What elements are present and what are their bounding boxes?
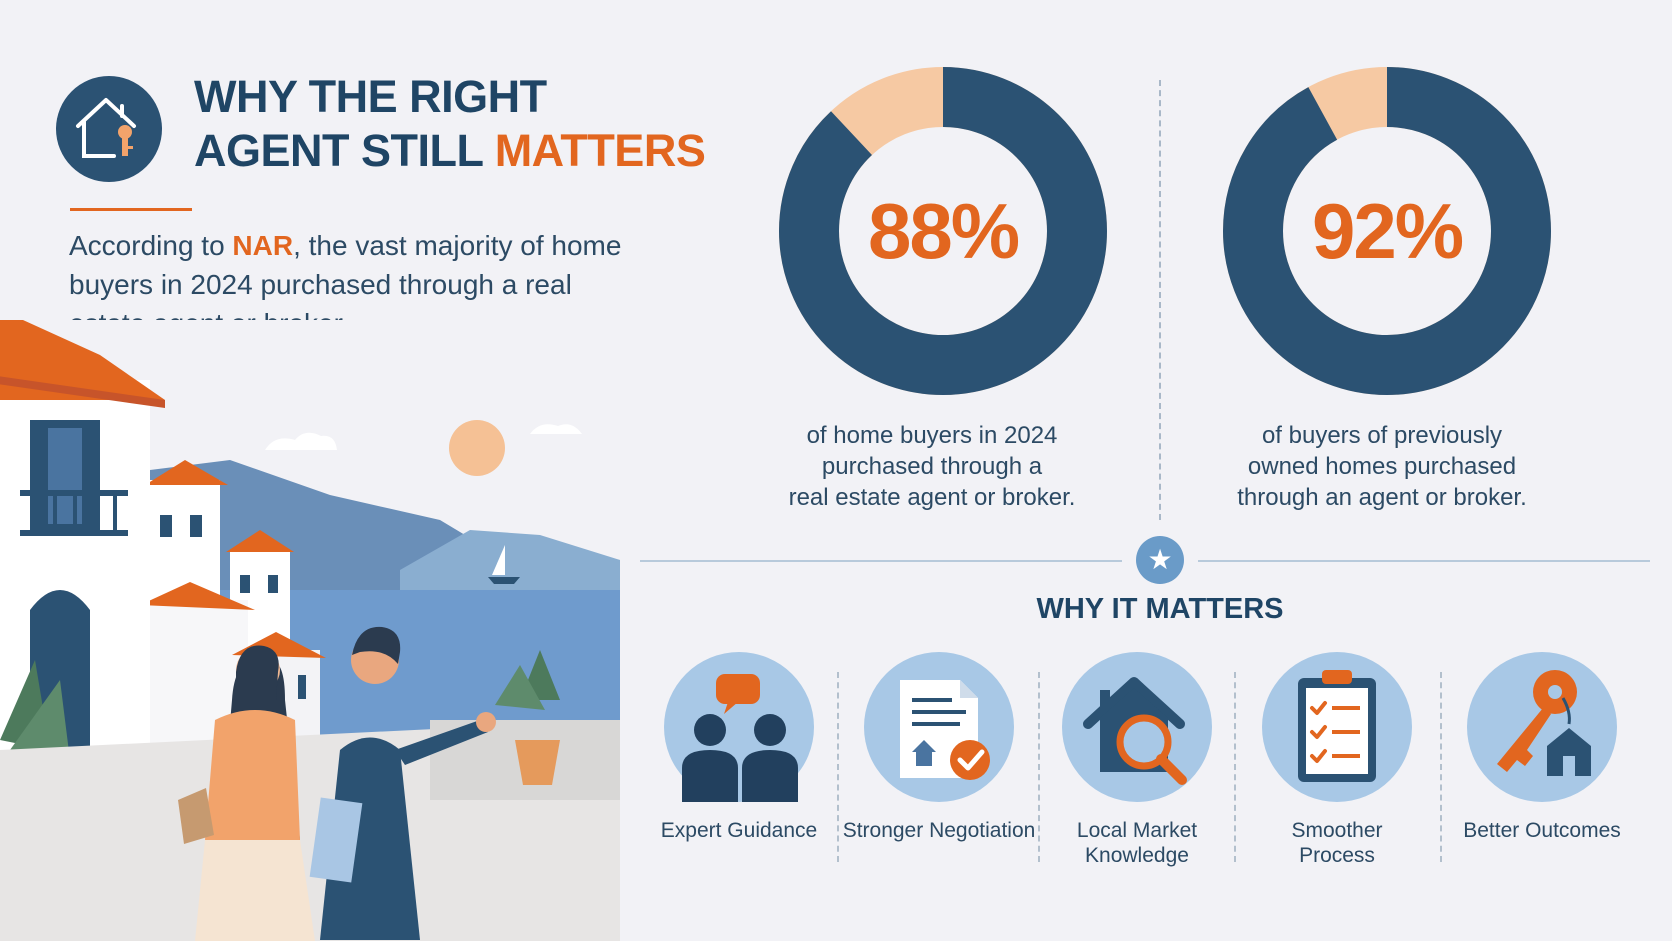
feature-label-4: Smoother Process bbox=[1237, 818, 1437, 868]
feature-label-5: Better Outcomes bbox=[1442, 818, 1642, 843]
stat-percent-2: 92% bbox=[1311, 186, 1464, 275]
feature-label-1: Expert Guidance bbox=[639, 818, 839, 843]
feature-4-label-line-2: Process bbox=[1299, 844, 1375, 867]
stat-2-caption-line-2: owned homes purchased bbox=[1247, 453, 1517, 480]
title-accent: MATTERS bbox=[494, 125, 706, 176]
feature-icon-badge-1 bbox=[664, 652, 814, 802]
feature-label-3: Local Market Knowledge bbox=[1037, 818, 1237, 868]
stat-caption-2: of buyers of previously owned homes purch… bbox=[1212, 420, 1552, 513]
donut-chart-2 bbox=[1223, 67, 1551, 395]
stat-2-caption-line-1: of buyers of previously bbox=[1261, 422, 1503, 449]
feature-icon-badge-2 bbox=[864, 652, 1014, 802]
document-check-icon bbox=[900, 680, 990, 780]
stat-2-caption-line-3: through an agent or broker. bbox=[1237, 484, 1527, 511]
page-title: WHY THE RIGHT AGENT STILL MATTERS bbox=[194, 70, 706, 178]
feature-divider-4 bbox=[1440, 672, 1442, 862]
intro-highlight: NAR bbox=[232, 230, 294, 261]
donut-chart-1 bbox=[779, 67, 1107, 395]
stat-1-caption-line-3: real estate agent or broker. bbox=[788, 484, 1076, 511]
star-icon: ★ bbox=[1136, 536, 1184, 584]
coastal-couple-illustration bbox=[0, 320, 620, 941]
feature-1-label-line-1: Expert Guidance bbox=[660, 819, 818, 842]
title-divider bbox=[70, 208, 192, 211]
feature-5-label-line-1: Better Outcomes bbox=[1463, 819, 1621, 842]
donut-2-value-arc bbox=[1223, 67, 1551, 395]
house-key-icon bbox=[76, 98, 136, 158]
stat-1-caption-line-1: of home buyers in 2024 bbox=[806, 422, 1058, 449]
house-magnifier-icon bbox=[1083, 677, 1187, 785]
logo-badge bbox=[56, 76, 162, 182]
feature-3-label-line-2: Knowledge bbox=[1085, 844, 1189, 867]
stats-divider bbox=[1159, 80, 1161, 520]
feature-icon-badge-4 bbox=[1262, 652, 1412, 802]
intro-before: According to bbox=[69, 230, 233, 261]
stat-donut-1: 88% bbox=[778, 66, 1108, 396]
feature-divider-2 bbox=[1038, 672, 1040, 862]
feature-divider-3 bbox=[1234, 672, 1236, 862]
feature-divider-1 bbox=[837, 672, 839, 862]
why-it-matters-title: WHY IT MATTERS bbox=[1036, 593, 1284, 625]
clipboard-checklist-icon bbox=[1298, 670, 1376, 782]
people-chat-icon bbox=[682, 674, 798, 802]
donut-1-value-arc bbox=[779, 67, 1107, 395]
feature-label-2: Stronger Negotiation bbox=[839, 818, 1039, 843]
feature-4-label-line-1: Smoother bbox=[1291, 819, 1383, 842]
stat-1-caption-line-2: purchased through a bbox=[821, 453, 1043, 480]
feature-icon-badge-5 bbox=[1467, 652, 1617, 802]
feature-icon-badge-3 bbox=[1062, 652, 1212, 802]
key-house-tag-icon bbox=[1497, 670, 1591, 776]
stat-percent-1: 88% bbox=[867, 186, 1020, 275]
stat-caption-1: of home buyers in 2024 purchased through … bbox=[762, 420, 1102, 513]
feature-2-label-line-1: Stronger Negotiation bbox=[842, 819, 1036, 842]
section-divider-right bbox=[1198, 560, 1650, 562]
title-line-1: WHY THE RIGHT bbox=[194, 71, 547, 122]
title-line-2: AGENT STILL bbox=[194, 125, 495, 176]
section-divider-left bbox=[640, 560, 1122, 562]
stat-donut-2: 92% bbox=[1222, 66, 1552, 396]
feature-3-label-line-1: Local Market bbox=[1076, 819, 1198, 842]
